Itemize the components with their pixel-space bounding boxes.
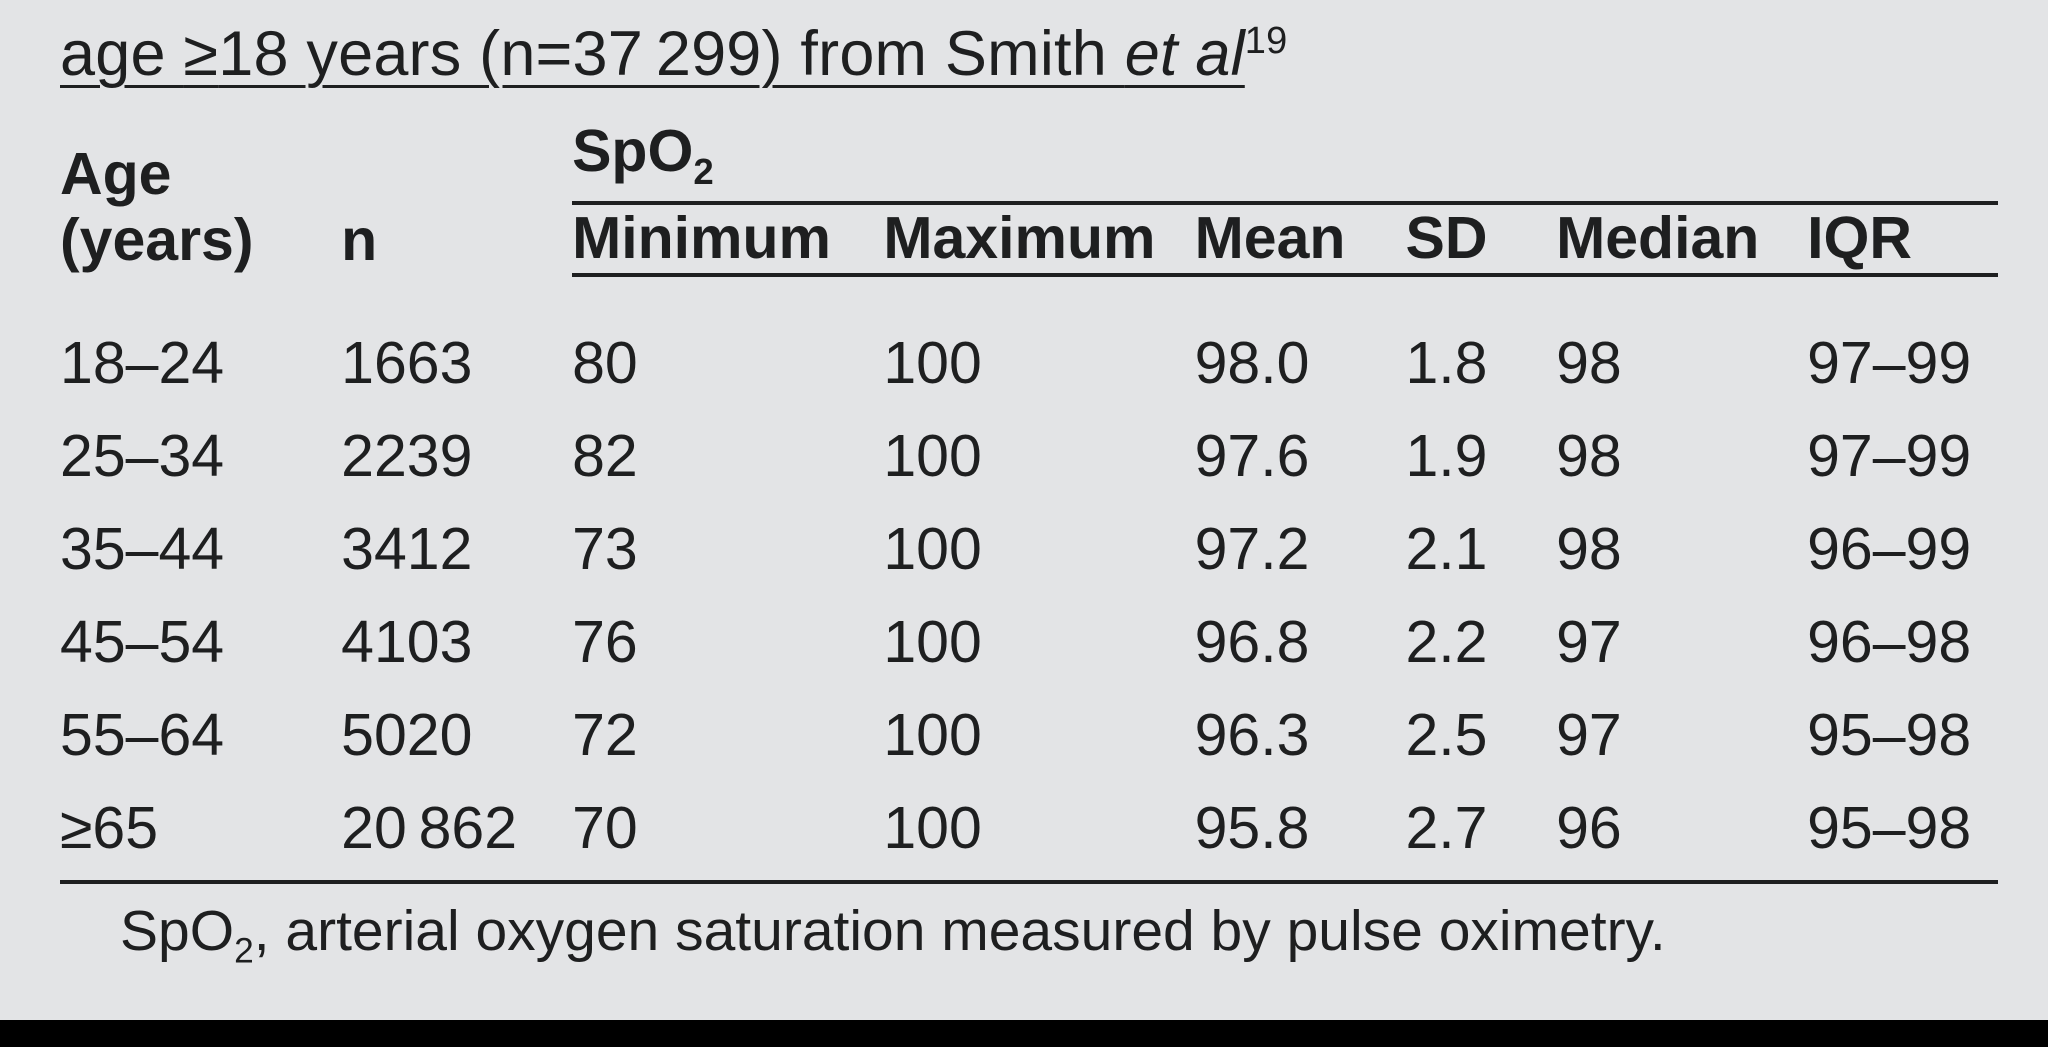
cell-age: 35–44 bbox=[60, 503, 341, 596]
col-header-age-line1: Age bbox=[60, 141, 171, 207]
col-header-maximum: Maximum bbox=[883, 205, 1194, 275]
cell-maximum: 100 bbox=[883, 782, 1194, 882]
cell-mean: 95.8 bbox=[1195, 782, 1406, 882]
cell-iqr: 95–98 bbox=[1807, 689, 1998, 782]
table-row: 45–5441037610096.82.29796–98 bbox=[60, 596, 1998, 689]
cell-n: 4103 bbox=[341, 596, 572, 689]
table-row: 55–6450207210096.32.59795–98 bbox=[60, 689, 1998, 782]
col-header-age: Age (years) bbox=[60, 141, 254, 273]
cell-minimum: 80 bbox=[572, 317, 883, 410]
cell-iqr: 97–99 bbox=[1807, 410, 1998, 503]
caption-etal: et al bbox=[1125, 19, 1245, 89]
table-row: 25–3422398210097.61.99897–99 bbox=[60, 410, 1998, 503]
cell-age: 45–54 bbox=[60, 596, 341, 689]
table-body: 18–2416638010098.01.89897–9925–342239821… bbox=[60, 317, 1998, 882]
cell-sd: 2.5 bbox=[1405, 689, 1556, 782]
cell-maximum: 100 bbox=[883, 596, 1194, 689]
cell-iqr: 97–99 bbox=[1807, 317, 1998, 410]
col-header-minimum: Minimum bbox=[572, 205, 883, 275]
cell-maximum: 100 bbox=[883, 503, 1194, 596]
table-footnote: SpO2, arterial oxygen saturation measure… bbox=[60, 884, 1998, 971]
cell-median: 98 bbox=[1556, 503, 1807, 596]
cell-minimum: 82 bbox=[572, 410, 883, 503]
table-panel: age ≥18 years (n=37 299) from Smith et a… bbox=[0, 0, 2048, 1020]
cell-median: 98 bbox=[1556, 410, 1807, 503]
cell-maximum: 100 bbox=[883, 410, 1194, 503]
caption-mid: 18 years (n=37 299) from Smith bbox=[218, 19, 1124, 89]
caption-citation-sup: 19 bbox=[1245, 20, 1288, 64]
col-header-age-line2: (years) bbox=[60, 207, 254, 273]
cell-age: 25–34 bbox=[60, 410, 341, 503]
table-spacer-row bbox=[60, 275, 1998, 317]
cell-n: 3412 bbox=[341, 503, 572, 596]
cell-mean: 97.6 bbox=[1195, 410, 1406, 503]
cell-iqr: 96–98 bbox=[1807, 596, 1998, 689]
cell-mean: 96.3 bbox=[1195, 689, 1406, 782]
cell-n: 2239 bbox=[341, 410, 572, 503]
table-row: ≥6520 8627010095.82.79695–98 bbox=[60, 782, 1998, 882]
cell-iqr: 95–98 bbox=[1807, 782, 1998, 882]
table-caption: age ≥18 years (n=37 299) from Smith et a… bbox=[60, 18, 1998, 90]
col-header-mean: Mean bbox=[1195, 205, 1406, 275]
table-row: 18–2416638010098.01.89897–99 bbox=[60, 317, 1998, 410]
cell-maximum: 100 bbox=[883, 317, 1194, 410]
bottom-border-strip bbox=[0, 1020, 2048, 1047]
cell-median: 97 bbox=[1556, 689, 1807, 782]
cell-sd: 1.9 bbox=[1405, 410, 1556, 503]
cell-minimum: 73 bbox=[572, 503, 883, 596]
col-header-median: Median bbox=[1556, 205, 1807, 275]
cell-age: 55–64 bbox=[60, 689, 341, 782]
col-group-spo2: SpO2 bbox=[572, 118, 1998, 205]
footnote-definition: , arterial oxygen saturation measured by… bbox=[254, 899, 1666, 963]
col-header-iqr: IQR bbox=[1807, 205, 1998, 275]
cell-n: 5020 bbox=[341, 689, 572, 782]
cell-n: 20 862 bbox=[341, 782, 572, 882]
footnote-term: SpO2 bbox=[120, 899, 254, 963]
spo2-table: Age (years) n SpO2 Minimum Maximum Mean … bbox=[60, 118, 1998, 884]
cell-minimum: 72 bbox=[572, 689, 883, 782]
cell-median: 98 bbox=[1556, 317, 1807, 410]
cell-sd: 2.1 bbox=[1405, 503, 1556, 596]
caption-prefix: age bbox=[60, 19, 183, 89]
cell-mean: 96.8 bbox=[1195, 596, 1406, 689]
cell-minimum: 70 bbox=[572, 782, 883, 882]
col-header-sd: SD bbox=[1405, 205, 1556, 275]
cell-median: 97 bbox=[1556, 596, 1807, 689]
table-row: 35–4434127310097.22.19896–99 bbox=[60, 503, 1998, 596]
cell-sd: 1.8 bbox=[1405, 317, 1556, 410]
cell-sd: 2.7 bbox=[1405, 782, 1556, 882]
col-header-n: n bbox=[341, 118, 572, 275]
cell-mean: 98.0 bbox=[1195, 317, 1406, 410]
cell-median: 96 bbox=[1556, 782, 1807, 882]
cell-n: 1663 bbox=[341, 317, 572, 410]
caption-geq: ≥ bbox=[183, 19, 218, 89]
cell-age: 18–24 bbox=[60, 317, 341, 410]
cell-mean: 97.2 bbox=[1195, 503, 1406, 596]
header-row-1: Age (years) n SpO2 bbox=[60, 118, 1998, 205]
cell-minimum: 76 bbox=[572, 596, 883, 689]
cell-age: ≥65 bbox=[60, 782, 341, 882]
cell-sd: 2.2 bbox=[1405, 596, 1556, 689]
cell-iqr: 96–99 bbox=[1807, 503, 1998, 596]
cell-maximum: 100 bbox=[883, 689, 1194, 782]
